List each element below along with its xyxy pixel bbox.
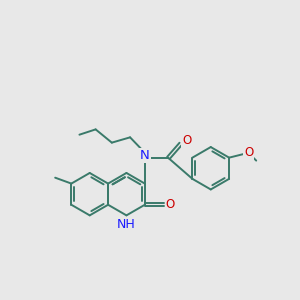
Text: O: O: [182, 134, 191, 147]
Text: NH: NH: [117, 218, 136, 231]
Text: O: O: [166, 198, 175, 211]
Text: N: N: [140, 149, 150, 162]
Text: O: O: [244, 146, 253, 159]
